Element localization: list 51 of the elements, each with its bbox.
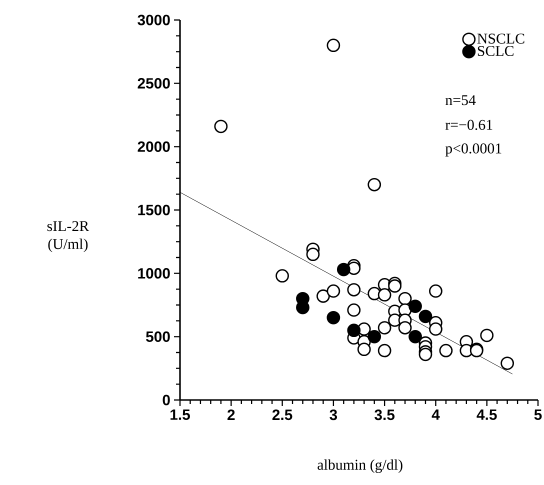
x-tick-label: 5 [534,410,542,420]
point [326,310,340,324]
point [306,248,320,262]
point [480,328,494,342]
x-tick-label: 3 [330,410,338,420]
x-tick-label: 3.5 [374,410,395,420]
point [408,330,422,344]
y-axis-title: sIL-2R (U/ml) [47,221,90,252]
point [398,292,412,306]
annotation: p<0.0001 [445,143,502,157]
y-tick-label: 2500 [138,78,170,89]
annotation: n=54 [445,95,476,106]
point [500,356,514,370]
point [368,178,382,192]
point [326,284,340,298]
point [439,344,453,358]
point [378,321,392,334]
x-tick-label: 4.5 [476,410,497,420]
y-tick-label: 3000 [138,14,170,26]
point [336,262,350,276]
point [357,342,371,356]
y-tick-label: 500 [146,331,170,342]
point [368,330,382,344]
y-tick-label: 1500 [138,204,170,216]
point [378,288,392,302]
point [214,120,228,134]
point [408,300,422,313]
annotation: r=−0.61 [445,120,492,130]
x-axis-title: albumin (g/dl) [318,459,402,473]
point [418,348,432,362]
x-tick-label: 2 [228,410,235,420]
point [398,321,412,334]
point [429,322,442,336]
point [316,289,330,303]
legend-label: SCLC [478,46,514,56]
x-tick-label: 1.5 [170,410,190,420]
x-tick-label: 4 [432,410,440,420]
point [418,310,432,324]
point [347,283,361,296]
point [388,279,402,293]
point [429,284,442,298]
point [276,269,289,283]
legend-label: NSCLC [477,34,524,44]
point [378,344,392,358]
point [326,38,340,52]
y-tick-label: 1000 [138,268,170,279]
point [347,324,361,338]
y-tick-label: 2000 [138,141,170,152]
point [347,303,361,317]
x-tick-label: 2.5 [272,410,292,420]
y-tick-label: 0 [162,394,170,406]
